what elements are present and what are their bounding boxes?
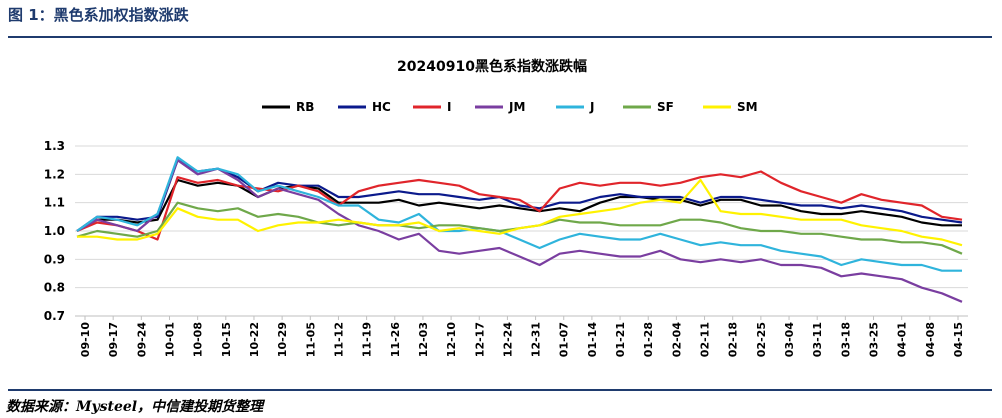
x-tick-label: 01-07 bbox=[558, 322, 571, 357]
x-tick-label: 11-05 bbox=[304, 322, 317, 357]
x-tick-label: 12-03 bbox=[417, 322, 430, 357]
x-tick-label: 09-10 bbox=[79, 322, 92, 358]
x-tick-label: 12-10 bbox=[445, 322, 458, 358]
y-tick-label: 1.2 bbox=[44, 167, 65, 181]
top-rule bbox=[8, 36, 992, 38]
x-tick-label: 12-24 bbox=[501, 322, 514, 358]
x-tick-label: 03-11 bbox=[811, 322, 824, 357]
chart-legend: RB HC I JM J SF SM bbox=[262, 100, 758, 114]
y-axis: 1.3 1.2 1.1 1.0 0.9 0.8 0.7 bbox=[44, 139, 65, 323]
x-tick-label: 02-04 bbox=[670, 322, 683, 358]
x-tick-label: 03-25 bbox=[868, 322, 881, 357]
legend-label-rb: RB bbox=[296, 100, 314, 114]
legend-label-j: J bbox=[589, 100, 594, 114]
x-tick-label: 09-17 bbox=[107, 322, 120, 357]
x-tick-label: 10-29 bbox=[276, 322, 289, 357]
legend-label-hc: HC bbox=[372, 100, 391, 114]
x-tick-label: 10-15 bbox=[220, 322, 233, 357]
y-tick-label: 1.3 bbox=[44, 139, 65, 153]
x-tick-label: 01-21 bbox=[614, 322, 627, 357]
line-chart: 20240910黑色系指数涨跌幅 RB HC I JM J SF SM 1.31.21.11… bbox=[44, 58, 968, 357]
x-tick-label: 03-04 bbox=[783, 322, 796, 358]
x-tick-label: 02-25 bbox=[755, 322, 768, 357]
x-tick-label: 04-15 bbox=[952, 322, 965, 357]
x-tick-label: 12-31 bbox=[530, 322, 543, 357]
gridlines bbox=[75, 145, 968, 317]
series-line-sm bbox=[77, 178, 963, 247]
figure-title: 图 1：黑色系加权指数涨跌 bbox=[8, 6, 189, 24]
x-tick-label: 04-08 bbox=[924, 322, 937, 357]
x-tick-label: 04-01 bbox=[896, 322, 909, 357]
legend-label-sm: SM bbox=[737, 100, 758, 114]
series-line-j bbox=[76, 156, 962, 272]
series-line-rb bbox=[76, 178, 962, 232]
x-tick-label: 12-17 bbox=[473, 322, 486, 357]
y-tick-label: 1.1 bbox=[44, 196, 65, 210]
y-tick-label: 1.0 bbox=[44, 224, 65, 238]
x-tick-label: 10-08 bbox=[192, 322, 205, 357]
bottom-rule bbox=[8, 389, 992, 391]
x-tick-label: 03-18 bbox=[839, 322, 852, 357]
series-line-jm bbox=[76, 159, 963, 303]
source-note: 数据来源：Mysteel，中信建投期货整理 bbox=[6, 399, 264, 415]
x-tick-label: 11-12 bbox=[332, 322, 345, 357]
x-tick-label: 02-18 bbox=[727, 322, 740, 357]
legend-label-jm: JM bbox=[508, 100, 525, 114]
x-tick-label: 01-28 bbox=[642, 322, 655, 357]
x-axis: 09-10 09-17 09-24 10-01 10-08 10-15 10-22 10-29… bbox=[79, 316, 965, 357]
legend-label-sf: SF bbox=[657, 100, 674, 114]
x-tick-label: 09-24 bbox=[135, 322, 148, 358]
y-tick-label: 0.9 bbox=[44, 252, 65, 266]
x-tick-label: 02-11 bbox=[699, 322, 712, 357]
x-tick-label: 10-22 bbox=[248, 322, 261, 357]
x-tick-label: 10-01 bbox=[163, 322, 176, 357]
x-tick-label: 11-19 bbox=[361, 322, 374, 357]
y-tick-label: 0.7 bbox=[44, 309, 65, 323]
y-tick-label: 0.8 bbox=[44, 281, 65, 295]
chart-title: 20240910黑色系指数涨跌幅 bbox=[397, 58, 587, 75]
legend-label-i: I bbox=[447, 100, 451, 114]
x-tick-label: 11-26 bbox=[389, 322, 402, 358]
series-line-i bbox=[76, 170, 963, 241]
x-tick-label: 01-14 bbox=[586, 322, 599, 358]
plot-area bbox=[76, 156, 963, 303]
